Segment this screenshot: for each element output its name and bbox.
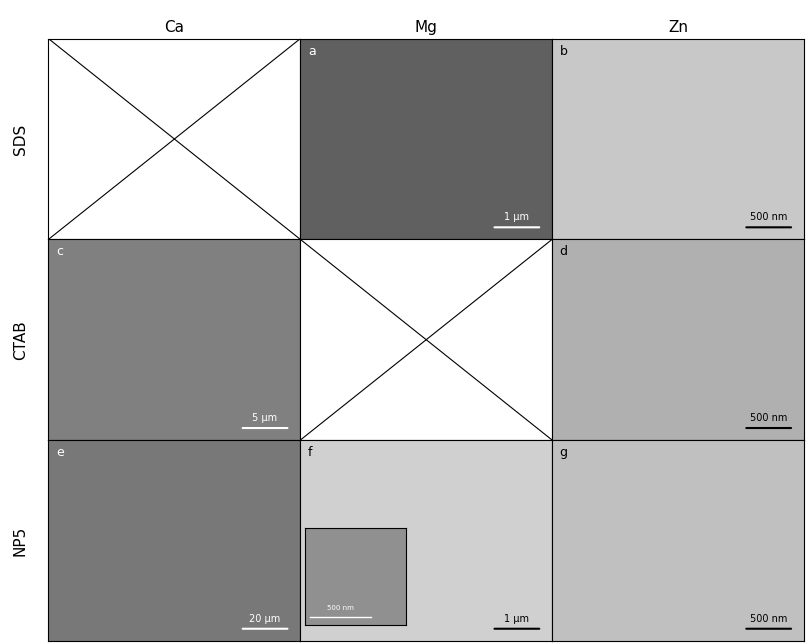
Text: d: d <box>560 245 568 258</box>
Text: g: g <box>560 446 568 459</box>
Text: NP5: NP5 <box>13 526 27 556</box>
Text: b: b <box>560 44 567 58</box>
Text: c: c <box>56 245 63 258</box>
Text: e: e <box>56 446 64 459</box>
Text: a: a <box>308 44 316 58</box>
Text: 500 nm: 500 nm <box>750 614 787 624</box>
Text: Mg: Mg <box>415 21 438 35</box>
Text: 500 nm: 500 nm <box>750 413 787 423</box>
Text: 1 μm: 1 μm <box>504 614 529 624</box>
Text: Zn: Zn <box>668 21 688 35</box>
Text: 5 μm: 5 μm <box>252 413 278 423</box>
Text: Ca: Ca <box>164 21 184 35</box>
Text: CTAB: CTAB <box>13 320 27 359</box>
Text: 500 nm: 500 nm <box>750 213 787 222</box>
Text: SDS: SDS <box>13 124 27 155</box>
Text: 1 μm: 1 μm <box>504 213 529 222</box>
Text: f: f <box>308 446 313 459</box>
Text: 20 μm: 20 μm <box>250 614 280 624</box>
